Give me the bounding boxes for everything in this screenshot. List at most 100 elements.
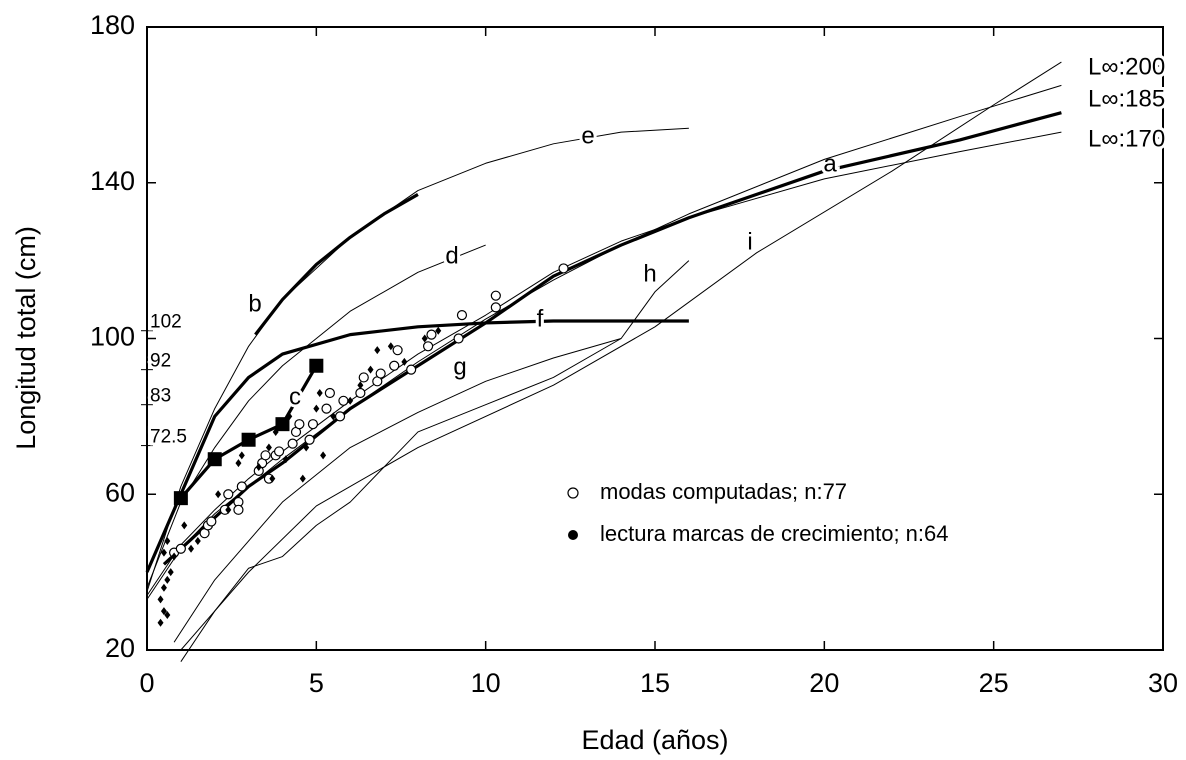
y-tick-label: 60 xyxy=(105,477,135,507)
curve xyxy=(173,338,622,643)
square-marker xyxy=(309,358,324,373)
x-tick-label: 5 xyxy=(309,668,324,698)
x-tick-label: 15 xyxy=(640,668,670,698)
linf-label: L∞:200 xyxy=(1088,53,1165,80)
filled-marker xyxy=(265,443,272,452)
filled-marker xyxy=(225,505,232,514)
open-marker xyxy=(375,368,386,379)
filled-marker xyxy=(167,568,174,577)
x-tick-label: 20 xyxy=(809,668,839,698)
open-marker xyxy=(426,329,437,340)
filled-marker xyxy=(164,610,171,619)
x-tick-label: 10 xyxy=(471,668,501,698)
filled-marker xyxy=(303,443,310,452)
linf-label: L∞:170 xyxy=(1088,125,1165,152)
legend-marker xyxy=(568,530,578,540)
legend-marker xyxy=(567,487,579,499)
curve-label: g xyxy=(453,353,466,380)
x-axis-title: Edad (años) xyxy=(581,725,728,755)
filled-marker xyxy=(160,583,167,592)
filled-marker xyxy=(160,607,167,616)
y-tick-label: 140 xyxy=(90,166,135,196)
curve-label: d xyxy=(445,242,458,269)
open-marker xyxy=(307,419,319,430)
filled-marker xyxy=(347,396,354,405)
open-marker xyxy=(334,411,346,422)
filled-marker xyxy=(374,346,381,355)
filled-marker xyxy=(272,427,279,436)
open-marker xyxy=(456,310,468,321)
reference-label: 72.5 xyxy=(150,427,187,448)
open-marker xyxy=(490,290,501,301)
open-marker xyxy=(358,372,369,383)
filled-marker xyxy=(194,536,201,545)
open-marker xyxy=(233,504,244,515)
filled-marker xyxy=(160,548,167,557)
open-marker xyxy=(206,516,217,527)
filled-marker xyxy=(238,451,245,460)
filled-marker xyxy=(435,326,442,335)
reference-label: 83 xyxy=(150,386,171,407)
open-marker xyxy=(392,345,403,356)
curve-label: b xyxy=(248,290,261,317)
square-marker xyxy=(241,432,256,447)
filled-marker xyxy=(313,404,320,413)
curve-label: c xyxy=(289,383,301,410)
filled-marker xyxy=(181,521,188,530)
filled-marker xyxy=(387,342,394,351)
filled-marker xyxy=(171,552,178,561)
open-marker xyxy=(321,403,332,414)
x-tick-label: 25 xyxy=(979,668,1009,698)
filled-marker xyxy=(421,334,428,343)
y-tick-label: 100 xyxy=(90,322,135,352)
open-marker xyxy=(406,364,417,375)
filled-marker xyxy=(269,474,276,483)
filled-marker xyxy=(157,618,164,627)
open-marker xyxy=(355,387,366,399)
open-marker xyxy=(304,434,315,445)
square-marker xyxy=(207,452,222,467)
curve xyxy=(254,193,419,336)
open-marker xyxy=(324,387,335,399)
filled-marker xyxy=(282,455,289,464)
filled-marker xyxy=(235,459,242,468)
legend-label: lectura marcas de crecimiento; n:64 xyxy=(600,521,949,546)
open-marker xyxy=(338,395,349,406)
y-tick-label: 20 xyxy=(105,633,135,663)
curve-label: e xyxy=(581,122,594,149)
curve-label: i xyxy=(747,228,752,255)
y-tick-label: 180 xyxy=(90,10,135,40)
reference-label: 92 xyxy=(150,351,171,372)
open-marker xyxy=(223,489,234,500)
x-tick-label: 30 xyxy=(1148,668,1178,698)
open-marker xyxy=(236,481,247,492)
filled-marker xyxy=(320,451,327,460)
open-marker xyxy=(175,543,186,554)
x-tick-label: 0 xyxy=(139,668,154,698)
filled-marker xyxy=(316,389,323,398)
curve xyxy=(146,244,486,588)
filled-marker xyxy=(357,381,364,390)
curve xyxy=(180,61,1062,651)
open-marker xyxy=(294,419,305,430)
open-marker xyxy=(287,438,298,449)
filled-marker xyxy=(164,536,171,545)
open-marker xyxy=(273,446,285,457)
y-axis-title: Longitud total (cm) xyxy=(11,226,41,450)
filled-marker xyxy=(157,595,164,604)
legend-label: modas computadas; n:77 xyxy=(600,479,847,504)
filled-marker xyxy=(215,490,222,499)
filled-marker xyxy=(299,474,306,483)
filled-marker xyxy=(188,544,195,553)
plot-frame xyxy=(146,26,1164,651)
linf-label: L∞:185 xyxy=(1088,85,1165,112)
filled-marker xyxy=(330,412,337,421)
reference-label: 102 xyxy=(150,312,182,333)
filled-marker xyxy=(255,462,262,471)
filled-marker xyxy=(401,357,408,366)
curve xyxy=(146,131,1062,596)
curve-label: h xyxy=(643,260,656,287)
open-marker xyxy=(453,333,464,344)
open-marker xyxy=(422,341,434,352)
